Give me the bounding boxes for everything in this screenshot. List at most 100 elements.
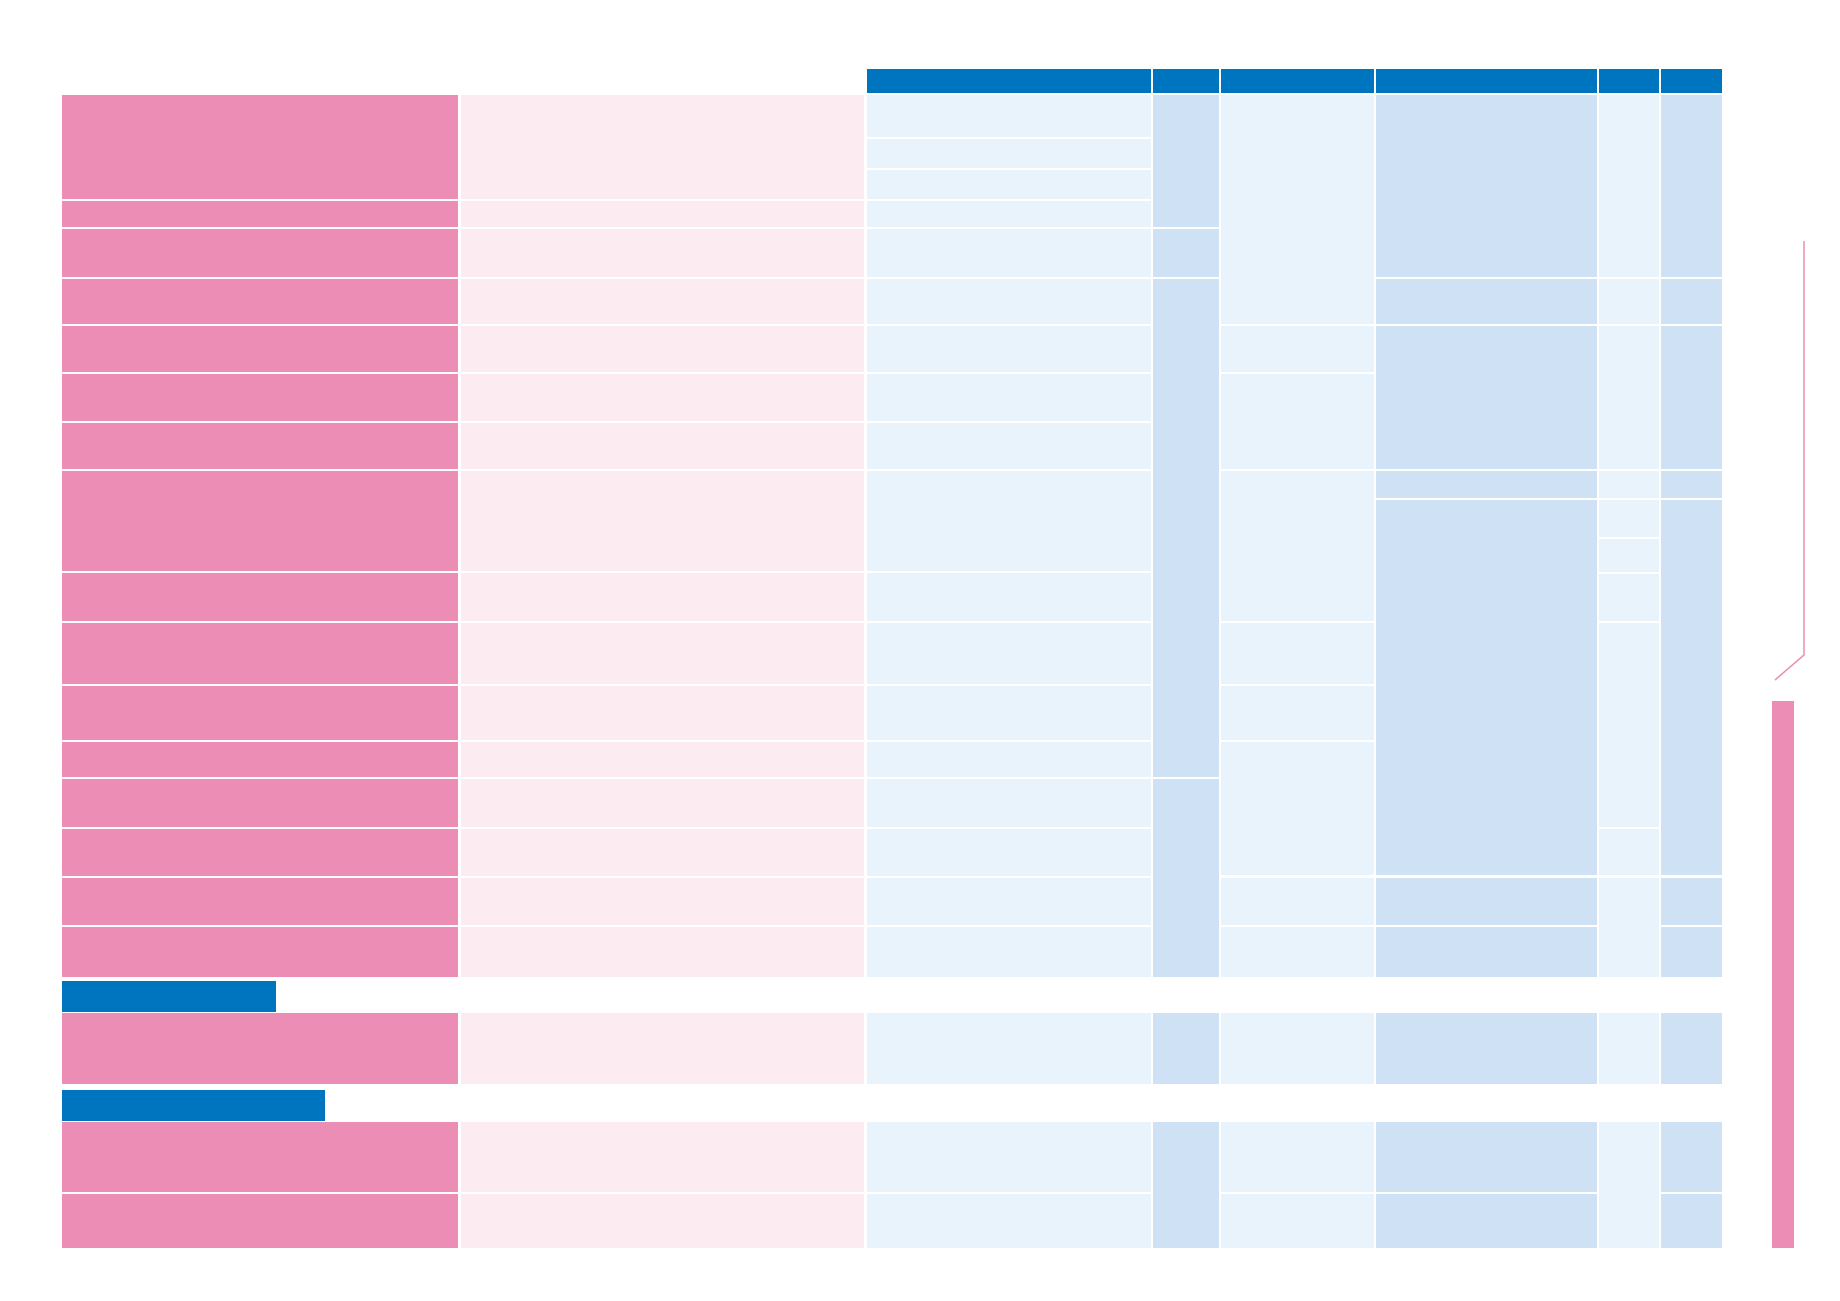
table-cell xyxy=(867,779,1151,827)
row-label xyxy=(62,326,458,372)
table-cell xyxy=(1599,279,1659,324)
table-cell xyxy=(1153,229,1219,277)
table-cell xyxy=(1376,95,1597,277)
header-label xyxy=(867,69,1151,77)
table-cell xyxy=(1376,1013,1597,1084)
row-label xyxy=(62,374,458,421)
table-cell xyxy=(867,1194,1151,1248)
table-cell xyxy=(1376,927,1597,977)
table-cell xyxy=(1221,742,1374,875)
table-cell xyxy=(1599,471,1659,498)
table-cell xyxy=(1221,326,1374,372)
table-cell xyxy=(867,1013,1151,1084)
row-description xyxy=(461,779,864,827)
table-cell xyxy=(1661,471,1722,498)
table-cell xyxy=(867,623,1151,684)
table-cell xyxy=(1153,1013,1219,1084)
table-cell xyxy=(1661,279,1722,324)
table-cell xyxy=(1599,1013,1659,1084)
section-header xyxy=(62,981,276,1012)
table-cell xyxy=(1221,686,1374,740)
table-cell xyxy=(867,423,1151,469)
table-cell xyxy=(867,471,1151,571)
table-cell xyxy=(1661,500,1722,875)
side-bracket-line xyxy=(1774,241,1805,681)
table-cell xyxy=(867,374,1151,421)
table-cell xyxy=(867,742,1151,777)
row-description xyxy=(461,742,864,777)
row-label xyxy=(62,686,458,740)
table-cell xyxy=(1599,1122,1659,1248)
table-cell xyxy=(1661,1194,1722,1248)
row-label xyxy=(62,279,458,324)
row-label xyxy=(62,742,458,777)
table-cell xyxy=(1661,326,1722,469)
table-cell xyxy=(1221,878,1374,925)
row-description xyxy=(461,471,864,571)
table-cell xyxy=(1221,623,1374,684)
table-cell xyxy=(1661,95,1722,277)
row-label xyxy=(62,471,458,571)
row-label xyxy=(62,829,458,876)
header-col-1 xyxy=(867,69,1151,93)
header-col-5 xyxy=(1599,69,1659,93)
table-cell xyxy=(1153,779,1219,977)
table-cell xyxy=(867,573,1151,621)
header-label xyxy=(1661,69,1722,77)
table-cell xyxy=(1599,95,1659,277)
row-label xyxy=(62,779,458,827)
row-label xyxy=(62,423,458,469)
header-col-6 xyxy=(1661,69,1722,93)
table-cell xyxy=(1599,574,1659,621)
header-label xyxy=(1221,69,1374,77)
row-description xyxy=(461,829,864,876)
table-cell xyxy=(867,279,1151,324)
table-cell xyxy=(1599,878,1659,977)
row-description xyxy=(461,573,864,621)
table-cell xyxy=(867,95,1151,137)
row-description xyxy=(461,279,864,324)
row-description xyxy=(461,927,864,977)
table-cell xyxy=(867,878,1151,925)
row-description xyxy=(461,1013,864,1084)
table-cell xyxy=(1221,95,1374,324)
row-description xyxy=(461,423,864,469)
row-description xyxy=(461,326,864,372)
row-description xyxy=(461,374,864,421)
table-cell xyxy=(1376,878,1597,925)
header-col-4 xyxy=(1376,69,1597,93)
row-label xyxy=(62,229,458,277)
table-cell xyxy=(867,326,1151,372)
table-cell xyxy=(1153,95,1219,227)
table-cell xyxy=(1661,1122,1722,1192)
row-description xyxy=(461,623,864,684)
table-cell xyxy=(1221,927,1374,977)
row-label xyxy=(62,95,458,199)
table-cell xyxy=(867,829,1151,876)
table-cell xyxy=(1376,1122,1597,1192)
table-cell xyxy=(867,927,1151,977)
table-cell xyxy=(867,686,1151,740)
table-cell xyxy=(1221,1194,1374,1248)
table-cell xyxy=(867,1122,1151,1192)
table-cell xyxy=(1153,1122,1219,1248)
table-cell xyxy=(1599,539,1659,572)
table-cell xyxy=(1376,471,1597,498)
row-label xyxy=(62,1122,458,1192)
header-label xyxy=(1376,69,1597,77)
table-cell xyxy=(1661,927,1722,977)
row-label xyxy=(62,573,458,621)
side-accent-bar xyxy=(1772,701,1794,1248)
table-cell xyxy=(1221,374,1374,469)
table-cell xyxy=(1661,1013,1722,1084)
row-description xyxy=(461,229,864,277)
table-cell xyxy=(867,170,1151,199)
header-label xyxy=(1153,69,1219,77)
header-label xyxy=(1599,69,1659,77)
row-label xyxy=(62,1013,458,1084)
table-cell xyxy=(1599,326,1659,469)
row-label xyxy=(62,1194,458,1248)
table-cell xyxy=(1221,471,1374,621)
row-description xyxy=(461,686,864,740)
table-cell xyxy=(1661,878,1722,925)
